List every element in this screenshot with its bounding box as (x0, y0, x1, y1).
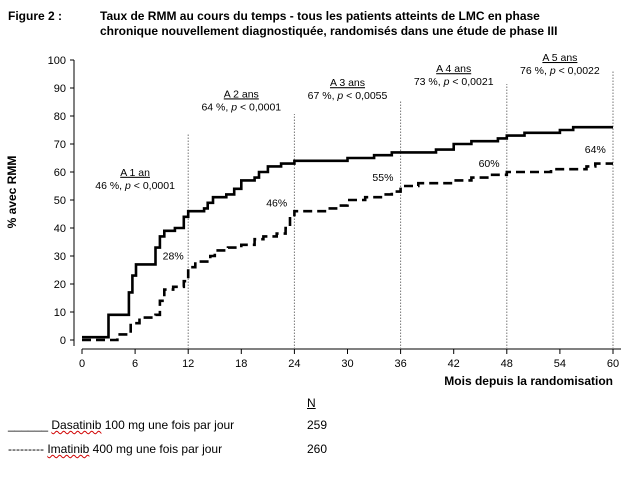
x-tick-label: 30 (341, 358, 353, 370)
legend-drug-name: Dasatinib (51, 418, 102, 432)
series-lines (82, 125, 613, 342)
annotation-text-part: < 0,0001 (131, 180, 175, 192)
y-tick-label: 20 (54, 279, 66, 291)
chart-axes: 0 10 20 30 40 50 60 70 80 90 100 0 6 12 18 24 30 36 42 48 54… (48, 55, 621, 370)
imatinib-percent-label: 60% (479, 158, 500, 170)
mmr-rate-chart: 0 10 20 30 40 50 60 70 80 90 100 0 6 12 18 24 30 36 42 48 54… (5, 52, 621, 388)
y-tick-label: 100 (48, 55, 66, 67)
imatinib-percent-label: 55% (372, 172, 393, 184)
annotation-text-part: < 0,0021 (449, 76, 493, 88)
x-tick-label: 60 (607, 358, 619, 370)
annotation-text: 73 %, p < 0,0021 (414, 76, 494, 88)
reference-lines (187, 70, 614, 349)
annotation-text-part: 76 %, (520, 65, 550, 77)
annotation-title: A 2 ans (224, 88, 259, 100)
p-value-symbol: p (443, 76, 450, 88)
y-tick-label: 50 (54, 195, 66, 207)
imatinib-percent-label: 28% (163, 251, 184, 263)
annotation-text-part: < 0,0022 (556, 65, 600, 77)
legend-line-solid: ______ (8, 418, 49, 432)
legend-dose: 400 mg une fois par jour (89, 442, 223, 456)
x-tick-label: 18 (235, 358, 247, 370)
legend-item-imatinib: --------- Imatinib 400 mg une fois par j… (8, 442, 222, 456)
legend-n-dasatinib: 259 (307, 418, 328, 432)
y-tick-label: 10 (54, 307, 66, 319)
x-axis-label: Mois depuis la randomisation (444, 374, 613, 388)
p-value-symbol: p (124, 180, 131, 192)
y-tick-label: 80 (54, 111, 66, 123)
legend-line-dashed: --------- (8, 442, 44, 456)
x-tick-label: 6 (132, 358, 138, 370)
figure-title: Taux de RMM au cours du temps - tous les… (100, 9, 620, 39)
legend-drug-name: Imatinib (47, 442, 90, 456)
x-tick-label: 36 (394, 358, 406, 370)
x-tick-label: 48 (501, 358, 513, 370)
annotation-text: 67 %, p < 0,0055 (308, 90, 388, 102)
y-axis-label: % avec RMM (5, 156, 19, 229)
figure-title-line-2: chronique nouvellement diagnostiquée, ra… (100, 24, 558, 38)
x-tick-label: 24 (288, 358, 300, 370)
annotation-text-part: 46 %, (95, 180, 125, 192)
imatinib-percent-label: 46% (266, 197, 287, 209)
annotation-text: 76 %, p < 0,0022 (520, 65, 600, 77)
annotation-title: A 1 an (120, 167, 150, 179)
imatinib-percent-label: 64% (585, 144, 606, 156)
annotation-text-part: 64 %, (201, 101, 231, 113)
annotation-text-part: < 0,0055 (343, 90, 387, 102)
legend-n-imatinib: 260 (307, 442, 328, 456)
x-tick-label: 0 (79, 358, 85, 370)
annotation-title: A 3 ans (330, 77, 365, 89)
series-line-dasatinib (82, 125, 613, 339)
y-tick-label: 30 (54, 251, 66, 263)
annotation-title: A 5 ans (542, 52, 577, 64)
x-tick-label: 54 (554, 358, 566, 370)
legend-dose: 100 mg une fois par jour (101, 418, 235, 432)
figure-label: Figure 2 : (8, 9, 63, 23)
annotation-title: A 4 ans (436, 63, 471, 75)
n-column-header: N (307, 396, 316, 410)
y-tick-label: 40 (54, 223, 66, 235)
x-tick-label: 12 (182, 358, 194, 370)
annotation-text-part: < 0,0001 (237, 101, 281, 113)
p-value-symbol: p (336, 90, 343, 102)
annotation-text: 46 %, p < 0,0001 (95, 180, 175, 192)
y-tick-label: 0 (60, 335, 66, 347)
y-tick-label: 60 (54, 167, 66, 179)
annotation-text-part: 73 %, (414, 76, 444, 88)
y-tick-label: 70 (54, 139, 66, 151)
figure-title-line-1: Taux de RMM au cours du temps - tous les… (100, 9, 540, 23)
annotation-text-part: 67 %, (308, 90, 338, 102)
y-tick-label: 90 (54, 83, 66, 95)
legend-item-dasatinib: ______ Dasatinib 100 mg une fois par jou… (8, 418, 234, 432)
p-value-symbol: p (549, 65, 556, 77)
series-line-imatinib (82, 162, 613, 342)
annotation-text: 64 %, p < 0,0001 (201, 101, 281, 113)
x-tick-label: 42 (448, 358, 460, 370)
p-value-symbol: p (230, 101, 237, 113)
